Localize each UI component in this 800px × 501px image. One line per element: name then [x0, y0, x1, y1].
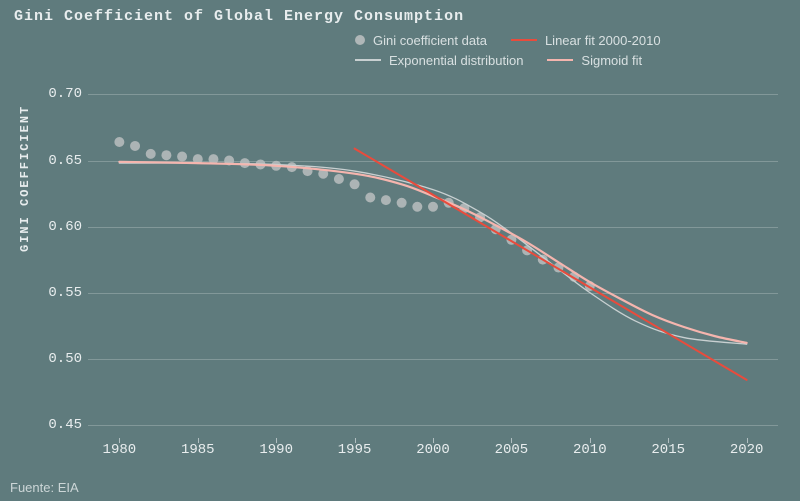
y-tick: 0.60	[22, 219, 82, 235]
data-point	[130, 141, 140, 151]
data-point	[334, 174, 344, 184]
x-tick-mark	[355, 438, 356, 443]
x-tick-mark	[433, 438, 434, 443]
source-caption: Fuente: EIA	[10, 480, 79, 495]
x-tick: 2005	[486, 442, 536, 458]
x-tick-mark	[668, 438, 669, 443]
x-tick-mark	[511, 438, 512, 443]
legend-item: Linear fit 2000-2010	[511, 33, 661, 48]
legend-line-icon	[355, 59, 381, 61]
y-tick: 0.45	[22, 417, 82, 433]
x-tick-mark	[590, 438, 591, 443]
x-tick: 2015	[643, 442, 693, 458]
data-point	[114, 137, 124, 147]
chart-title: Gini Coefficient of Global Energy Consum…	[14, 8, 464, 25]
data-point	[381, 195, 391, 205]
data-point	[412, 202, 422, 212]
legend-line-icon	[511, 39, 537, 41]
legend-dot-icon	[355, 35, 365, 45]
legend-label: Exponential distribution	[389, 53, 523, 68]
data-point	[177, 152, 187, 162]
y-tick: 0.70	[22, 86, 82, 102]
y-tick: 0.50	[22, 351, 82, 367]
data-point	[428, 202, 438, 212]
legend-label: Gini coefficient data	[373, 33, 487, 48]
legend-item: Gini coefficient data	[355, 33, 487, 48]
legend-line-icon	[547, 59, 573, 61]
legend-item: Sigmoid fit	[547, 53, 642, 68]
exp_dist-line	[119, 163, 746, 344]
data-point	[350, 179, 360, 189]
x-tick: 1985	[173, 442, 223, 458]
data-point	[161, 150, 171, 160]
plot-area	[88, 68, 778, 438]
x-tick: 1990	[251, 442, 301, 458]
data-point	[146, 149, 156, 159]
data-point	[397, 198, 407, 208]
x-tick: 1980	[94, 442, 144, 458]
x-tick-mark	[119, 438, 120, 443]
y-tick: 0.65	[22, 153, 82, 169]
x-tick: 2000	[408, 442, 458, 458]
legend: Gini coefficient data Linear fit 2000-201…	[355, 30, 685, 70]
x-tick-mark	[276, 438, 277, 443]
x-tick: 2020	[722, 442, 772, 458]
y-tick: 0.55	[22, 285, 82, 301]
x-tick: 2010	[565, 442, 615, 458]
data-point	[365, 193, 375, 203]
legend-item: Exponential distribution	[355, 53, 523, 68]
x-tick-mark	[747, 438, 748, 443]
x-tick: 1995	[330, 442, 380, 458]
legend-label: Sigmoid fit	[581, 53, 642, 68]
x-tick-mark	[198, 438, 199, 443]
legend-label: Linear fit 2000-2010	[545, 33, 661, 48]
linear-line	[355, 149, 747, 380]
